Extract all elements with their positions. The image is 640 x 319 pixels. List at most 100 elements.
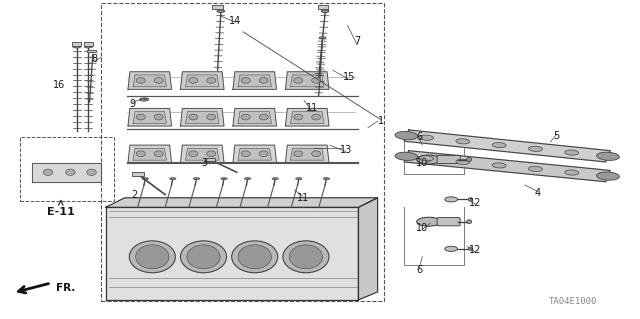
Ellipse shape [564, 150, 579, 155]
Text: 16: 16 [53, 79, 66, 90]
Ellipse shape [456, 139, 470, 144]
Ellipse shape [312, 78, 321, 83]
Ellipse shape [289, 245, 323, 269]
Ellipse shape [44, 169, 52, 175]
Ellipse shape [241, 78, 250, 83]
Ellipse shape [154, 151, 163, 157]
Ellipse shape [294, 151, 303, 157]
Polygon shape [186, 148, 219, 160]
Ellipse shape [321, 10, 329, 12]
Ellipse shape [207, 151, 216, 157]
Ellipse shape [272, 178, 278, 180]
Ellipse shape [136, 78, 145, 83]
Polygon shape [285, 72, 329, 89]
Ellipse shape [319, 37, 326, 39]
Polygon shape [404, 151, 610, 182]
Text: 1: 1 [378, 116, 385, 126]
Text: 13: 13 [339, 145, 352, 155]
Polygon shape [133, 112, 166, 123]
Text: 2: 2 [131, 189, 138, 200]
Ellipse shape [395, 131, 418, 140]
Polygon shape [233, 145, 276, 163]
Polygon shape [133, 75, 166, 87]
Ellipse shape [154, 114, 163, 120]
Ellipse shape [492, 163, 506, 168]
Ellipse shape [492, 143, 506, 148]
FancyBboxPatch shape [84, 42, 93, 46]
Ellipse shape [189, 151, 198, 157]
Text: 7: 7 [354, 36, 360, 47]
Ellipse shape [180, 241, 227, 273]
Polygon shape [106, 207, 358, 300]
Ellipse shape [445, 197, 458, 202]
Polygon shape [291, 148, 324, 160]
Ellipse shape [323, 178, 330, 180]
Ellipse shape [596, 172, 620, 180]
Ellipse shape [259, 151, 268, 157]
Ellipse shape [189, 114, 198, 120]
Ellipse shape [294, 78, 303, 83]
Text: 10: 10 [415, 223, 428, 233]
FancyBboxPatch shape [212, 5, 223, 9]
Text: 3: 3 [202, 158, 208, 168]
Ellipse shape [296, 178, 302, 180]
Ellipse shape [468, 247, 472, 251]
Ellipse shape [241, 114, 250, 120]
Ellipse shape [420, 135, 433, 140]
Text: 9: 9 [129, 99, 136, 109]
Bar [20, 137, 114, 201]
Polygon shape [291, 75, 324, 87]
Ellipse shape [66, 169, 76, 175]
Ellipse shape [187, 245, 220, 269]
Ellipse shape [84, 46, 92, 48]
Polygon shape [285, 108, 329, 126]
Ellipse shape [529, 146, 542, 152]
Text: 14: 14 [229, 16, 242, 26]
Ellipse shape [564, 170, 579, 175]
Text: 6: 6 [416, 264, 422, 275]
Polygon shape [32, 163, 101, 182]
Polygon shape [186, 112, 219, 123]
Polygon shape [106, 198, 378, 207]
Ellipse shape [468, 197, 472, 201]
Ellipse shape [170, 178, 176, 180]
Polygon shape [238, 148, 271, 160]
Polygon shape [291, 112, 324, 123]
Ellipse shape [596, 152, 620, 160]
Ellipse shape [221, 178, 227, 180]
Text: 11: 11 [306, 103, 319, 114]
Bar [101, 3, 384, 301]
Ellipse shape [456, 159, 470, 164]
Ellipse shape [417, 155, 441, 164]
Polygon shape [233, 72, 276, 89]
Polygon shape [128, 72, 172, 89]
Ellipse shape [294, 114, 303, 120]
FancyBboxPatch shape [72, 42, 81, 46]
Text: 12: 12 [469, 197, 482, 208]
Polygon shape [358, 198, 378, 300]
Polygon shape [180, 145, 224, 163]
Polygon shape [233, 108, 276, 126]
Ellipse shape [136, 151, 145, 157]
Ellipse shape [312, 151, 321, 157]
Polygon shape [238, 112, 271, 123]
Polygon shape [404, 130, 611, 162]
Text: E-11: E-11 [47, 207, 75, 217]
Ellipse shape [417, 217, 441, 226]
Ellipse shape [73, 46, 81, 48]
Ellipse shape [207, 78, 216, 83]
Ellipse shape [244, 178, 251, 180]
Ellipse shape [467, 220, 472, 224]
FancyBboxPatch shape [437, 218, 460, 226]
Ellipse shape [136, 114, 145, 120]
Text: 6: 6 [416, 132, 422, 142]
Ellipse shape [467, 158, 472, 161]
Ellipse shape [232, 241, 278, 273]
Polygon shape [133, 148, 166, 160]
Ellipse shape [207, 114, 216, 120]
FancyBboxPatch shape [87, 49, 96, 53]
Ellipse shape [529, 167, 543, 172]
FancyBboxPatch shape [132, 172, 144, 176]
Polygon shape [180, 72, 224, 89]
Text: 12: 12 [469, 245, 482, 256]
